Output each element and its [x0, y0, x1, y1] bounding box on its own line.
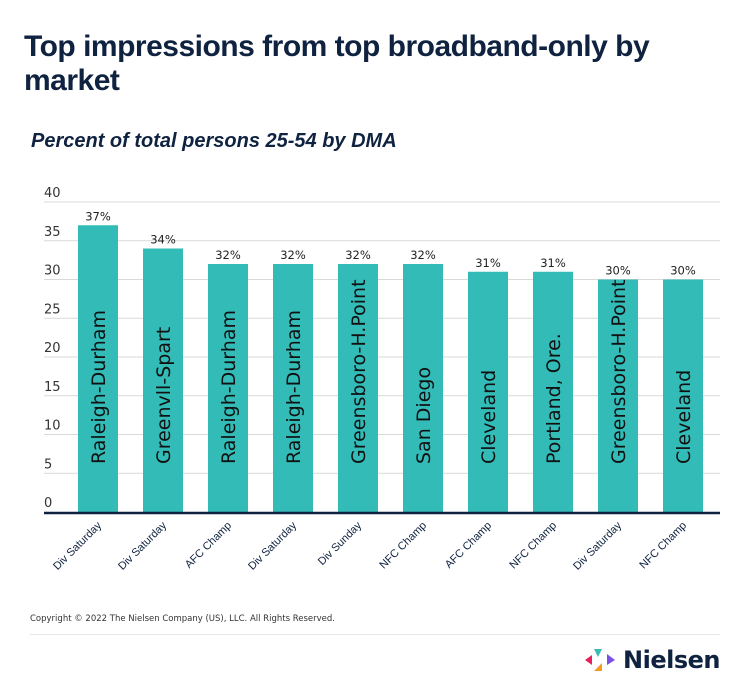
data-label: 32%	[345, 248, 371, 262]
bar-market-label: Raleigh-Durham	[283, 310, 305, 464]
x-tick-label: Div Saturday	[116, 519, 169, 572]
x-tick-label: NFC Champ	[377, 520, 429, 572]
bar	[533, 271, 573, 512]
y-tick-label: 30	[44, 264, 61, 279]
data-label: 37%	[85, 209, 111, 223]
data-label: 31%	[475, 256, 501, 270]
bar	[273, 264, 313, 512]
y-tick-label: 40	[44, 186, 61, 201]
x-tick-label: Div Saturday	[571, 519, 624, 572]
bar-market-label: Cleveland	[673, 370, 695, 464]
bars	[78, 225, 703, 512]
bar-market-label: Portland, Ore.	[543, 333, 565, 464]
bar-market-labels: Raleigh-Durham Greenvll-Spart Raleigh-Durh…	[88, 279, 695, 464]
x-tick-label: AFC Champ	[443, 520, 494, 571]
chart-subtitle: Percent of total persons 25-54 by DMA	[31, 130, 397, 152]
data-label: 32%	[410, 248, 436, 262]
bar-market-label: San Diego	[413, 367, 435, 464]
brand-name: Nielsen	[623, 646, 720, 674]
data-labels: 37% 34% 32% 32% 32% 32% 31% 31% 30% 30%	[85, 209, 696, 277]
y-tick-label: 0	[44, 496, 52, 511]
x-tick-label: Div Saturday	[51, 519, 104, 572]
y-tick-label: 35	[44, 225, 61, 240]
x-axis-ticks: Div Saturday Div Saturday AFC Champ Div Sat…	[51, 519, 689, 572]
y-tick-label: 10	[44, 419, 61, 434]
bar-market-label: Greensboro-H.Point	[348, 279, 370, 464]
y-tick-label: 25	[44, 302, 61, 317]
data-label: 30%	[605, 264, 631, 278]
chart-title: Top impressions from top broadband-only …	[24, 30, 650, 97]
data-label: 30%	[670, 264, 696, 278]
x-tick-label: NFC Champ	[637, 520, 689, 572]
bar-market-label: Cleveland	[478, 370, 500, 464]
nielsen-logo: Nielsen	[583, 646, 720, 674]
bar	[663, 279, 703, 512]
bar	[403, 264, 443, 512]
copyright-text: Copyright © 2022 The Nielsen Company (US…	[30, 614, 335, 624]
bar	[78, 225, 118, 512]
y-tick-label: 15	[44, 380, 61, 395]
x-tick-label: NFC Champ	[507, 520, 559, 572]
x-tick-label: AFC Champ	[183, 520, 234, 571]
data-label: 32%	[280, 248, 306, 262]
y-tick-label: 20	[44, 341, 61, 356]
footer-divider	[30, 634, 720, 635]
y-tick-label: 5	[44, 457, 52, 472]
bar	[208, 264, 248, 512]
data-label: 31%	[540, 256, 566, 270]
data-label: 32%	[215, 248, 241, 262]
bar-market-label: Raleigh-Durham	[88, 310, 110, 464]
bar	[338, 264, 378, 512]
bar-chart: 0 5 10 15 20 25 30 35 40 Raleigh-Durham Greenvll-…	[44, 186, 720, 573]
bar-market-label: Greensboro-H.Point	[608, 279, 630, 464]
nielsen-arrows-icon	[585, 649, 615, 671]
y-axis-ticks: 0 5 10 15 20 25 30 35 40	[44, 186, 61, 511]
x-tick-label: Div Sunday	[316, 519, 365, 568]
bar-market-label: Raleigh-Durham	[218, 310, 240, 464]
bar	[143, 248, 183, 512]
bar-market-label: Greenvll-Spart	[153, 327, 175, 464]
bar	[598, 279, 638, 512]
bar	[468, 271, 508, 512]
data-label: 34%	[150, 233, 176, 247]
x-tick-label: Div Saturday	[246, 519, 299, 572]
